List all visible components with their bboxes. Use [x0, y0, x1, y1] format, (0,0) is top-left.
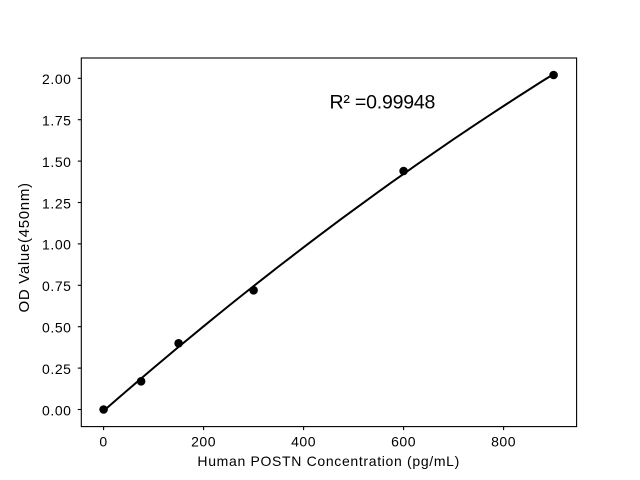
- svg-text:200: 200: [191, 434, 216, 450]
- svg-text:1.00: 1.00: [42, 237, 71, 253]
- svg-text:OD Value(450nm): OD Value(450nm): [16, 182, 33, 312]
- svg-text:1.50: 1.50: [42, 154, 71, 170]
- svg-text:800: 800: [491, 434, 516, 450]
- svg-text:600: 600: [391, 434, 416, 450]
- svg-text:2.00: 2.00: [42, 71, 71, 87]
- svg-text:R² =0.99948: R² =0.99948: [330, 92, 436, 114]
- svg-text:0.75: 0.75: [42, 278, 71, 294]
- svg-text:0.25: 0.25: [42, 361, 71, 377]
- svg-text:Human POSTN Concentration (pg/: Human POSTN Concentration (pg/mL): [197, 453, 460, 469]
- svg-text:400: 400: [291, 434, 316, 450]
- svg-text:0.00: 0.00: [42, 402, 71, 418]
- svg-text:0: 0: [99, 434, 107, 450]
- svg-text:1.75: 1.75: [42, 113, 71, 129]
- svg-text:1.25: 1.25: [42, 195, 71, 211]
- svg-text:0.50: 0.50: [42, 320, 71, 336]
